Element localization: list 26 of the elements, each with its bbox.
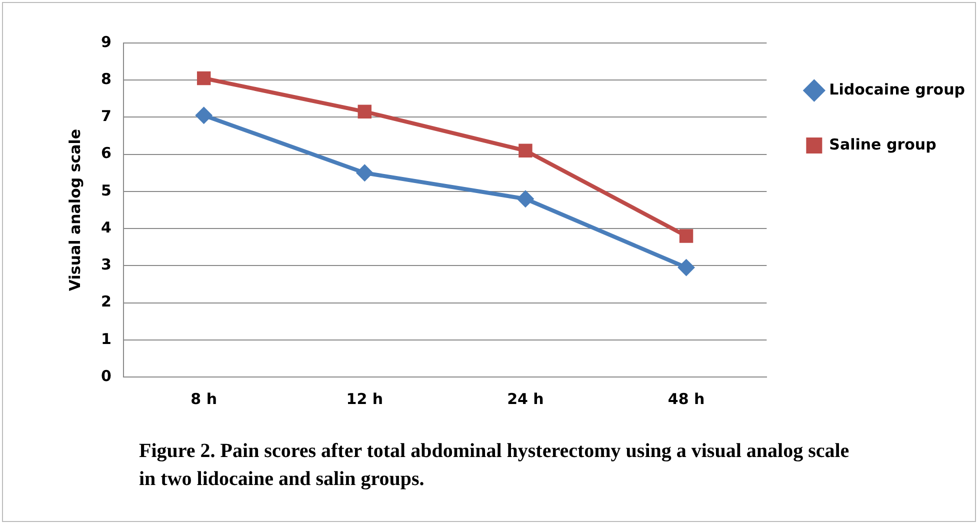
- legend-label: Saline group: [829, 135, 937, 154]
- y-tick-label: 9: [101, 32, 112, 51]
- point: [358, 104, 372, 119]
- x-tick-label: 24 h: [507, 390, 544, 408]
- point: [516, 190, 534, 208]
- x-tick-label: 8 h: [190, 390, 218, 408]
- point: [518, 144, 532, 158]
- x-tick-label: 12 h: [346, 390, 384, 408]
- y-tick-label: 5: [101, 181, 112, 200]
- y-axis-title: Visual analog scale: [66, 128, 84, 292]
- point: [196, 71, 211, 86]
- caption: Figure 2. Pain scores after total abdominal hysterectomy using a visual analog scale in two lidocaine and salin groups.: [139, 439, 850, 492]
- y-tick-label: 1: [101, 330, 112, 348]
- y-tick-label: 2: [101, 292, 112, 311]
- y-tick-label: 8: [101, 70, 112, 88]
- legend-label: Lidocaine group: [829, 80, 966, 98]
- y-tick-label: 6: [101, 144, 112, 162]
- x-tick-label: 48 h: [668, 390, 705, 408]
- point: [678, 259, 695, 276]
- y-tick-label: 0: [101, 366, 112, 385]
- point: [679, 229, 694, 243]
- point: [195, 106, 212, 124]
- y-tick-label: 7: [101, 107, 112, 126]
- point: [356, 164, 374, 182]
- y-tick-label: 4: [101, 218, 112, 236]
- y-tick-label: 3: [101, 256, 112, 274]
